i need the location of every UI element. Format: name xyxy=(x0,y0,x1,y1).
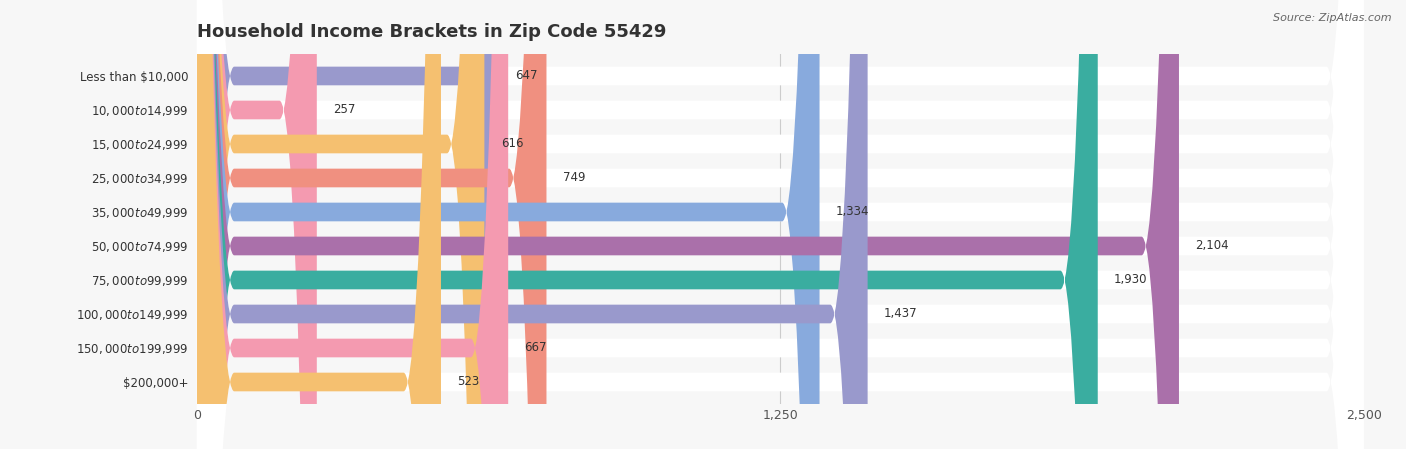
FancyBboxPatch shape xyxy=(197,0,1364,449)
FancyBboxPatch shape xyxy=(197,0,1098,449)
Text: 2,104: 2,104 xyxy=(1195,239,1229,252)
FancyBboxPatch shape xyxy=(197,0,1364,449)
FancyBboxPatch shape xyxy=(197,0,1364,449)
Text: 749: 749 xyxy=(562,172,585,185)
FancyBboxPatch shape xyxy=(197,0,508,449)
FancyBboxPatch shape xyxy=(197,0,1364,449)
FancyBboxPatch shape xyxy=(197,0,1364,449)
FancyBboxPatch shape xyxy=(197,0,499,449)
Text: 257: 257 xyxy=(333,103,356,116)
Text: 647: 647 xyxy=(515,70,537,83)
Text: 523: 523 xyxy=(457,375,479,388)
FancyBboxPatch shape xyxy=(197,0,316,449)
FancyBboxPatch shape xyxy=(197,0,1364,449)
FancyBboxPatch shape xyxy=(197,0,485,449)
Text: 616: 616 xyxy=(501,137,523,150)
Text: Household Income Brackets in Zip Code 55429: Household Income Brackets in Zip Code 55… xyxy=(197,23,666,41)
FancyBboxPatch shape xyxy=(197,0,868,449)
FancyBboxPatch shape xyxy=(197,0,1180,449)
FancyBboxPatch shape xyxy=(197,0,1364,449)
FancyBboxPatch shape xyxy=(197,0,547,449)
FancyBboxPatch shape xyxy=(197,0,441,449)
Text: 1,930: 1,930 xyxy=(1114,273,1147,286)
FancyBboxPatch shape xyxy=(197,0,820,449)
Text: 1,437: 1,437 xyxy=(884,308,918,321)
Text: 667: 667 xyxy=(524,342,547,355)
FancyBboxPatch shape xyxy=(197,0,1364,449)
FancyBboxPatch shape xyxy=(197,0,1364,449)
Text: 1,334: 1,334 xyxy=(837,206,869,219)
Text: Source: ZipAtlas.com: Source: ZipAtlas.com xyxy=(1274,13,1392,23)
FancyBboxPatch shape xyxy=(197,0,1364,449)
